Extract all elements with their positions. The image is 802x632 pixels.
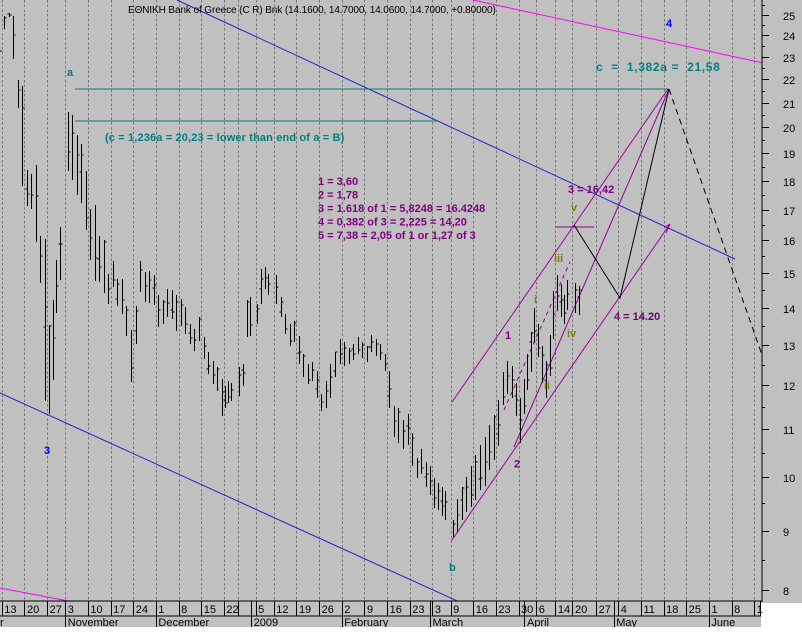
svg-text:1: 1 <box>711 604 717 616</box>
svg-text:2 = 1,78: 2 = 1,78 <box>318 190 358 202</box>
svg-text:r: r <box>0 617 4 627</box>
svg-text:2: 2 <box>344 604 350 616</box>
svg-text:4 = 0,382 of 3 = 2,225 = 14,2: 4 = 0,382 of 3 = 2,225 = 14,20 <box>318 217 467 229</box>
svg-text:4: 4 <box>621 604 627 616</box>
svg-text:April: April <box>527 617 549 627</box>
svg-text:18: 18 <box>666 604 678 616</box>
svg-text:17: 17 <box>783 206 795 218</box>
svg-text:3: 3 <box>435 604 441 616</box>
svg-text:21: 21 <box>783 99 795 111</box>
svg-text:5 = 7,38 = 2,05 of 1 or 1,27 o: 5 = 7,38 = 2,05 of 1 or 1,27 of 3 <box>318 230 476 242</box>
svg-text:4: 4 <box>666 18 673 30</box>
svg-text:a: a <box>67 67 74 79</box>
svg-text:February: February <box>344 617 389 627</box>
svg-text:24: 24 <box>136 604 148 616</box>
svg-text:12: 12 <box>276 604 288 616</box>
svg-text:9: 9 <box>367 604 373 616</box>
svg-text:c = 1,382a = 21,58: c = 1,382a = 21,58 <box>596 60 720 74</box>
svg-text:23: 23 <box>783 53 795 65</box>
svg-text:May: May <box>616 617 637 627</box>
svg-text:14: 14 <box>558 604 570 616</box>
svg-text:1: 1 <box>505 330 511 342</box>
svg-text:30: 30 <box>521 604 533 616</box>
svg-text:(c = 1,236a = 20,23 = lower th: (c = 1,236a = 20,23 = lower than end of … <box>105 132 345 144</box>
svg-text:4 = 14.20: 4 = 14.20 <box>614 311 660 323</box>
svg-text:23: 23 <box>412 604 424 616</box>
svg-text:16: 16 <box>476 604 488 616</box>
svg-text:22: 22 <box>226 604 238 616</box>
svg-text:25: 25 <box>783 11 795 23</box>
svg-text:24: 24 <box>783 31 795 43</box>
svg-text:November: November <box>68 617 119 627</box>
svg-text:2: 2 <box>514 459 520 471</box>
svg-text:v: v <box>571 202 578 214</box>
svg-text:2009: 2009 <box>254 617 278 627</box>
svg-text:20: 20 <box>27 604 39 616</box>
svg-text:11: 11 <box>783 425 794 437</box>
svg-text:3 = 16,42: 3 = 16,42 <box>568 184 614 196</box>
svg-text:i: i <box>534 294 537 306</box>
svg-text:25: 25 <box>689 604 701 616</box>
svg-text:22: 22 <box>783 75 795 87</box>
svg-text:16: 16 <box>783 236 795 248</box>
svg-text:9: 9 <box>783 527 789 539</box>
svg-text:19: 19 <box>299 604 311 616</box>
svg-text:1: 1 <box>757 604 763 616</box>
svg-text:1 = 3,60: 1 = 3,60 <box>318 176 358 188</box>
svg-text:3: 3 <box>68 604 74 616</box>
svg-text:27: 27 <box>50 604 62 616</box>
svg-text:ΕΘΝΙΚΗ Bank of Greece (C R) Bn: ΕΘΝΙΚΗ Bank of Greece (C R) Bnk (14.1600… <box>128 5 496 16</box>
svg-text:15: 15 <box>783 269 795 281</box>
svg-text:June: June <box>711 617 735 627</box>
svg-text:19: 19 <box>783 149 795 161</box>
svg-text:16: 16 <box>390 604 402 616</box>
svg-text:iv: iv <box>567 328 577 340</box>
svg-text:20: 20 <box>575 604 587 616</box>
svg-text:26: 26 <box>322 604 334 616</box>
svg-text:10: 10 <box>90 604 102 616</box>
svg-text:14: 14 <box>783 304 795 316</box>
svg-text:3 = 1.618 of 1 = 5,8248 = 16.4: 3 = 1.618 of 1 = 5,8248 = 16.4248 <box>318 203 485 215</box>
svg-text:15: 15 <box>204 604 216 616</box>
svg-text:1: 1 <box>158 604 164 616</box>
svg-text:27: 27 <box>599 604 611 616</box>
svg-text:10: 10 <box>783 473 795 485</box>
svg-text:December: December <box>158 617 209 627</box>
svg-text:9: 9 <box>453 604 459 616</box>
svg-text:6: 6 <box>539 604 545 616</box>
svg-text:8: 8 <box>783 586 789 598</box>
svg-text:March: March <box>433 617 464 627</box>
svg-text:11: 11 <box>643 604 654 616</box>
svg-text:12: 12 <box>783 381 795 393</box>
svg-text:b: b <box>449 562 456 574</box>
svg-text:13: 13 <box>4 604 16 616</box>
svg-text:23: 23 <box>498 604 510 616</box>
svg-text:8: 8 <box>734 604 740 616</box>
svg-text:8: 8 <box>181 604 187 616</box>
svg-text:ii: ii <box>544 380 550 392</box>
svg-text:13: 13 <box>783 341 795 353</box>
svg-text:3: 3 <box>44 445 50 457</box>
svg-text:iii: iii <box>554 253 563 265</box>
svg-text:18: 18 <box>783 177 795 189</box>
svg-text:20: 20 <box>783 123 795 135</box>
svg-text:5: 5 <box>258 604 264 616</box>
svg-text:17: 17 <box>113 604 125 616</box>
